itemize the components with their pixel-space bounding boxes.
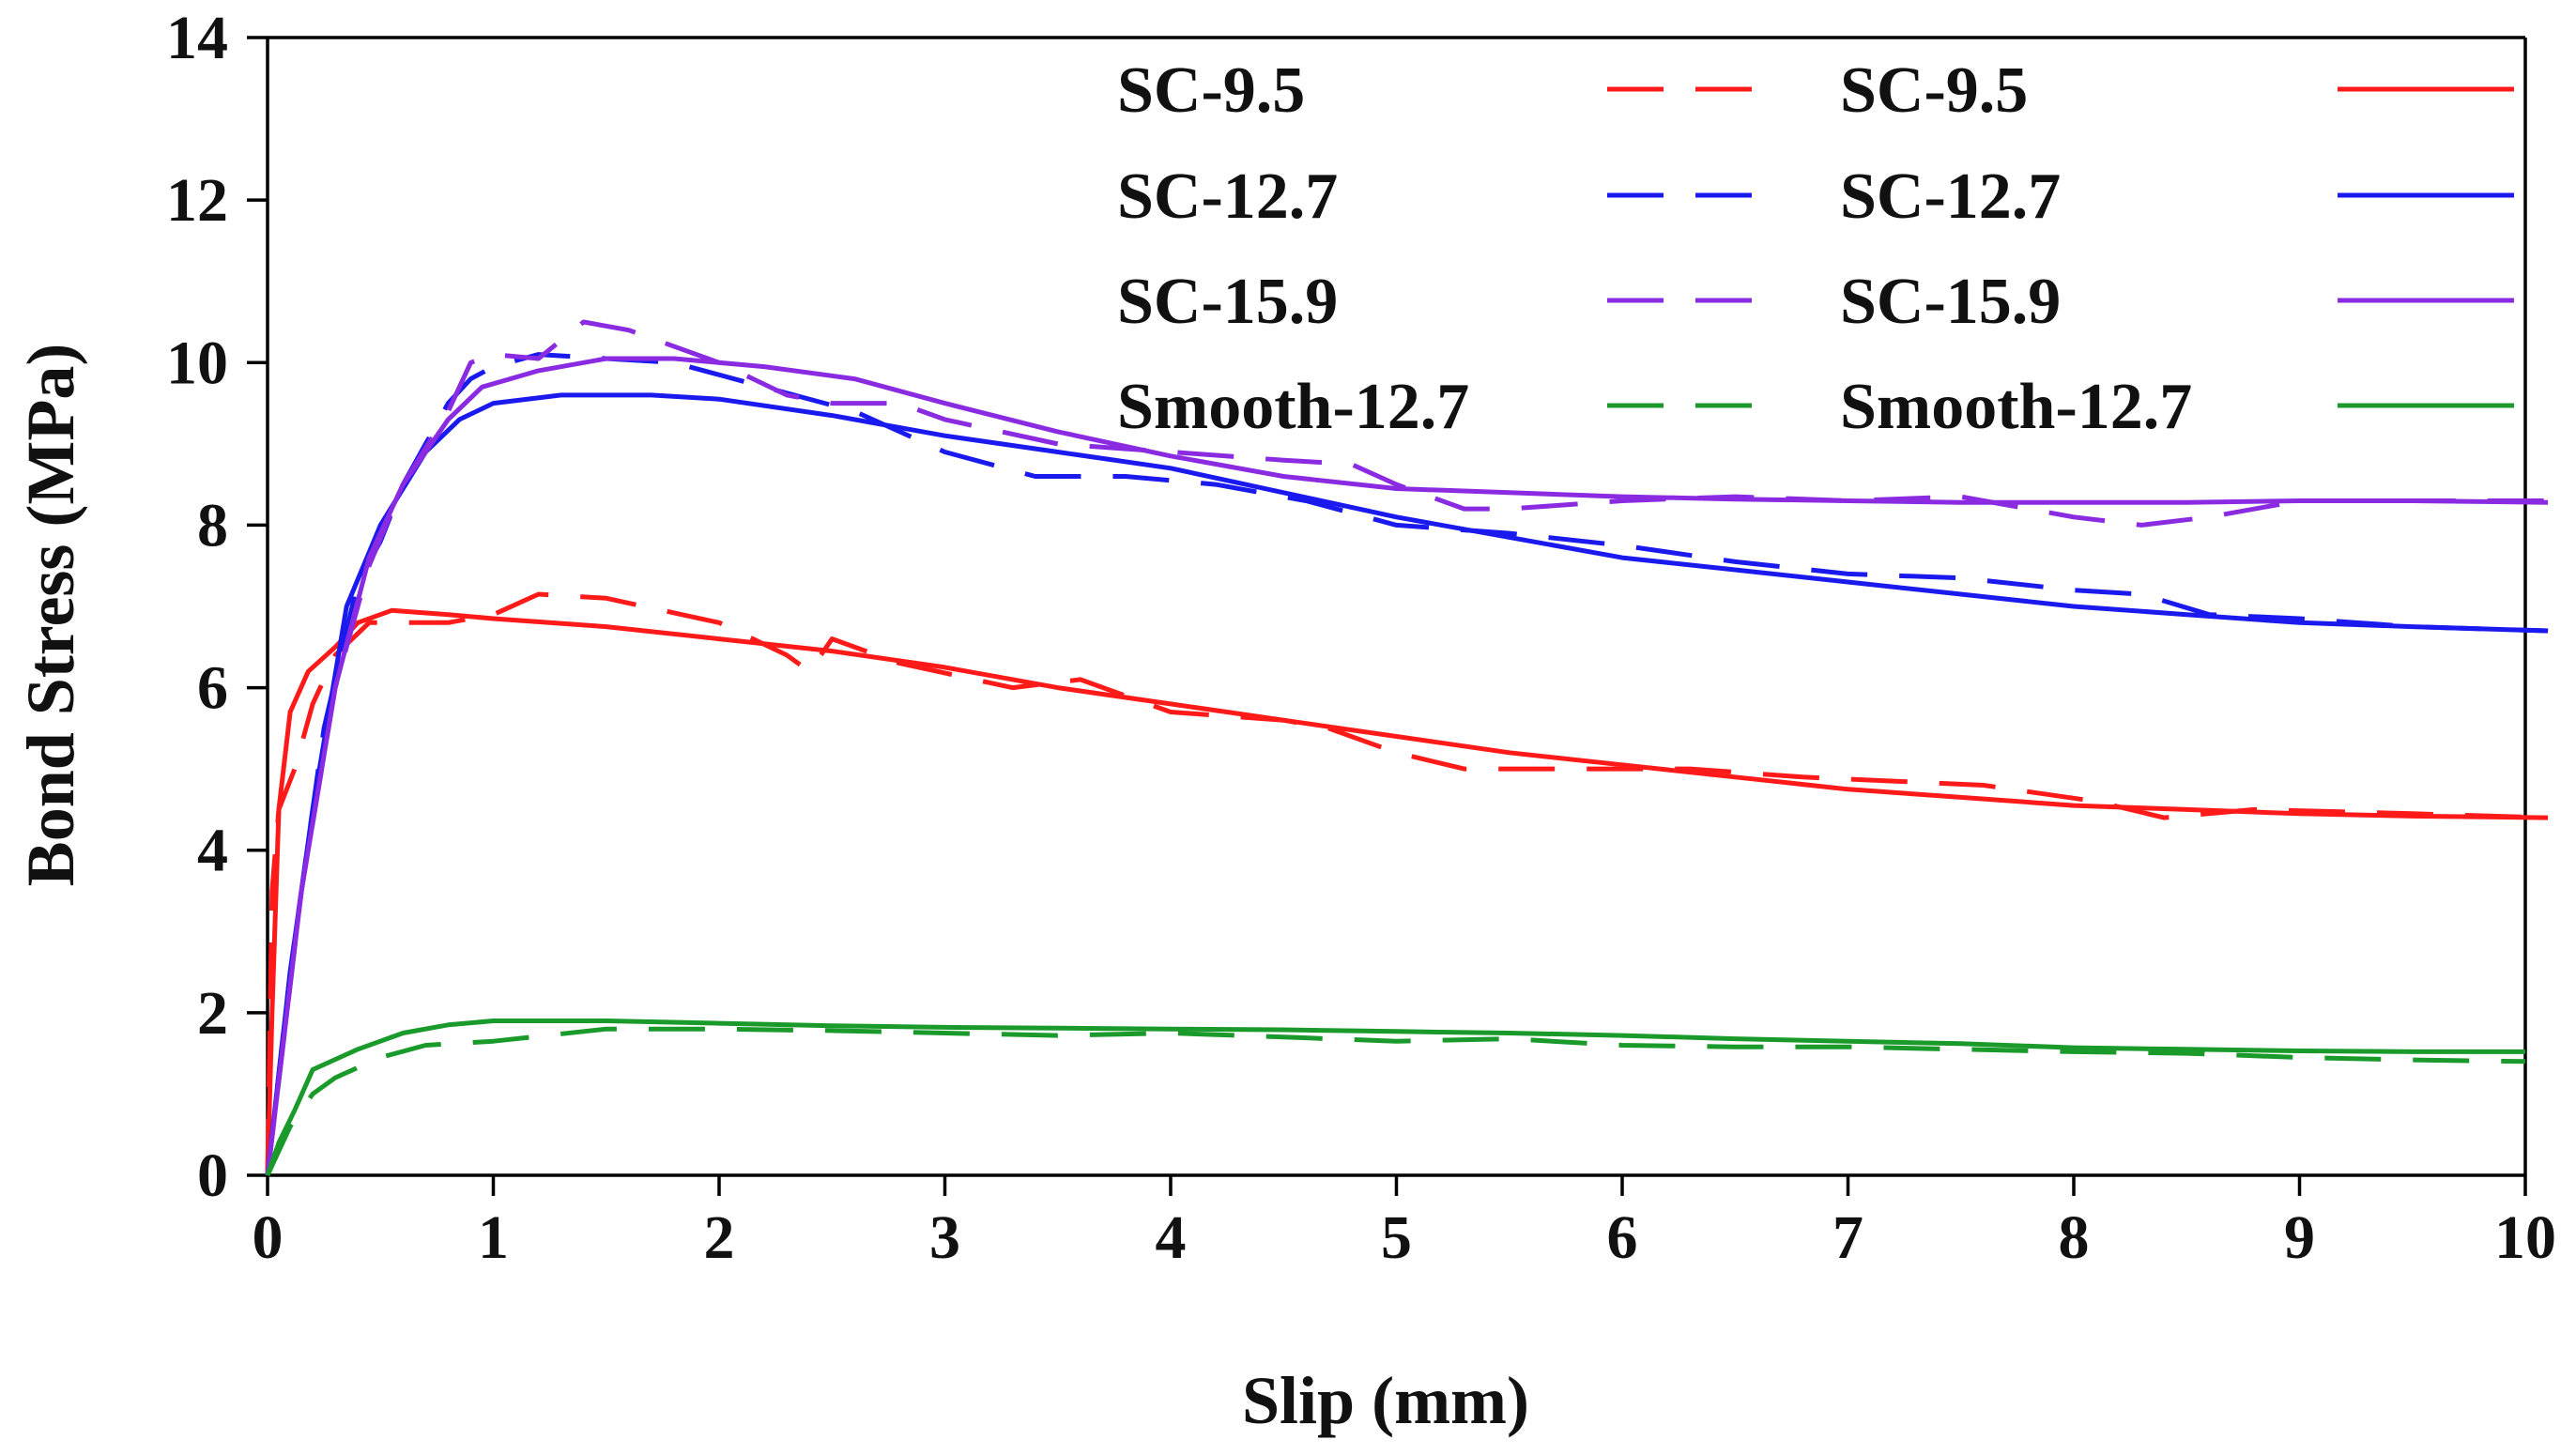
series-line-sc-12-7-solid bbox=[265, 392, 2549, 1176]
y-tick-label: 4 bbox=[197, 817, 228, 885]
legend-label: Smooth-12.7 bbox=[1117, 371, 1469, 443]
y-tick-label: 6 bbox=[197, 654, 228, 723]
legend-label: Smooth-12.7 bbox=[1840, 371, 2192, 443]
legend-label: SC-12.7 bbox=[1117, 161, 1338, 233]
legend-label: SC-12.7 bbox=[1840, 161, 2061, 233]
x-tick-label: 2 bbox=[704, 1203, 735, 1272]
legend-label: SC-15.9 bbox=[1840, 266, 2061, 338]
y-axis-title: Bond Stress (MPa) bbox=[13, 344, 88, 887]
series-line-sc-15-9-dashed bbox=[265, 319, 2549, 1176]
x-tick-label: 7 bbox=[1832, 1203, 1863, 1272]
y-tick-label: 2 bbox=[197, 979, 228, 1048]
y-tick-label: 14 bbox=[166, 4, 228, 72]
x-tick-label: 0 bbox=[253, 1203, 284, 1272]
series-line-smooth-12-7-dashed bbox=[265, 1026, 2526, 1177]
legend-label: SC-9.5 bbox=[1840, 54, 2028, 127]
x-tick-label: 1 bbox=[478, 1203, 509, 1272]
series-line-smooth-12-7-solid bbox=[265, 1018, 2525, 1176]
series-line-sc-9-5-dashed bbox=[265, 591, 2549, 1176]
legend-label: SC-9.5 bbox=[1117, 54, 1305, 127]
y-tick-label: 0 bbox=[197, 1141, 228, 1210]
series-line-sc-15-9-solid bbox=[265, 356, 2549, 1176]
series-line-sc-12-7-dashed bbox=[265, 352, 2549, 1176]
x-tick-label: 10 bbox=[2494, 1203, 2556, 1272]
series-lines bbox=[265, 319, 2549, 1177]
x-tick-label: 5 bbox=[1381, 1203, 1412, 1272]
y-tick-label: 12 bbox=[166, 166, 228, 235]
x-tick-label: 6 bbox=[1607, 1203, 1638, 1272]
series-line-sc-9-5-solid bbox=[265, 607, 2549, 1176]
x-tick-label: 4 bbox=[1156, 1203, 1187, 1272]
y-tick-label: 10 bbox=[166, 329, 228, 397]
x-axis-title: Slip (mm) bbox=[1242, 1363, 1529, 1438]
legend: SC-9.5 SC-12.7 SC-15.9 Smooth-12.7 SC-9.5 SC-… bbox=[1117, 54, 2514, 443]
x-tick-label: 9 bbox=[2284, 1203, 2315, 1272]
y-tick-label: 8 bbox=[197, 491, 228, 559]
legend-label: SC-15.9 bbox=[1117, 266, 1338, 338]
x-tick-label: 3 bbox=[929, 1203, 960, 1272]
x-tick-label: 8 bbox=[2059, 1203, 2090, 1272]
